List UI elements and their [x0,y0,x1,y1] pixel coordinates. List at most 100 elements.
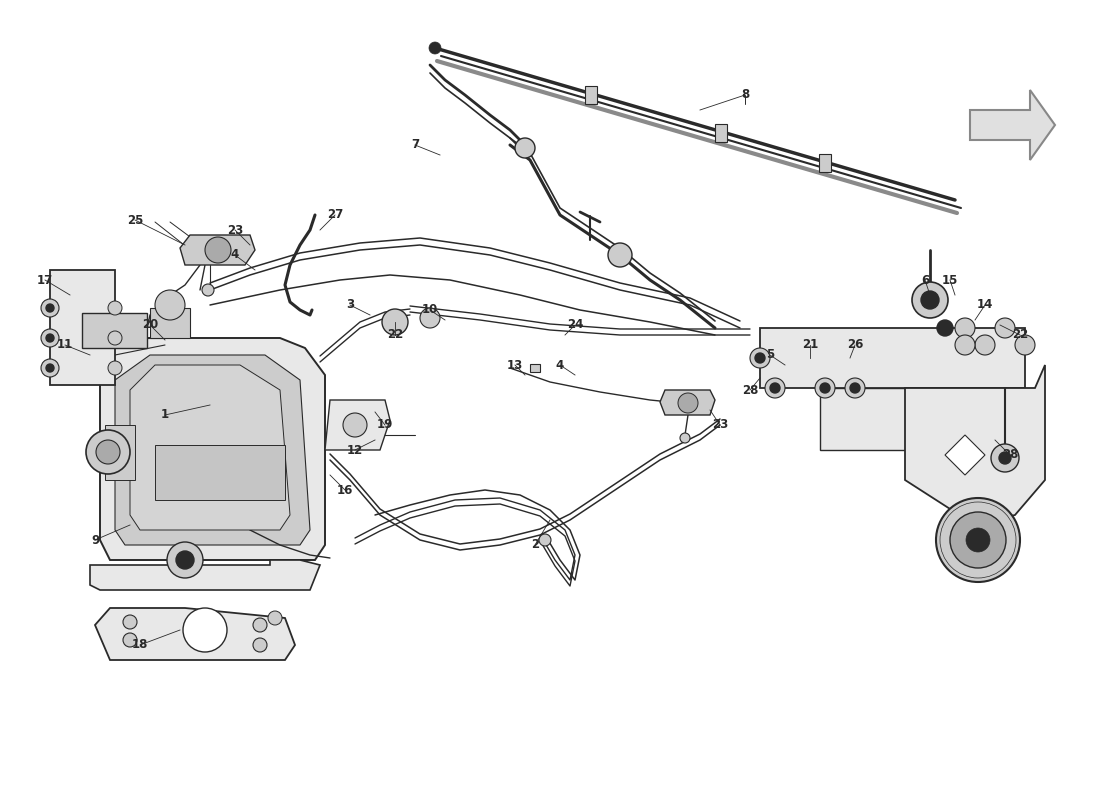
Circle shape [755,353,764,363]
Text: 17: 17 [37,274,53,286]
Text: 20: 20 [142,318,158,331]
Circle shape [253,618,267,632]
Circle shape [205,237,231,263]
Circle shape [123,633,138,647]
Text: 28: 28 [1002,449,1019,462]
Circle shape [183,608,227,652]
Circle shape [937,320,953,336]
Circle shape [46,364,54,372]
Circle shape [253,638,267,652]
Circle shape [991,444,1019,472]
Text: 15: 15 [942,274,958,286]
Circle shape [955,318,975,338]
Text: 1: 1 [161,409,169,422]
Polygon shape [324,400,390,450]
Text: 2: 2 [531,538,539,551]
Circle shape [608,243,632,267]
Polygon shape [104,425,135,480]
Text: 25: 25 [126,214,143,226]
Circle shape [845,378,865,398]
Circle shape [41,359,59,377]
Text: 21: 21 [802,338,818,351]
Text: 4: 4 [556,358,564,371]
Circle shape [96,440,120,464]
Text: 23: 23 [227,223,243,237]
Polygon shape [760,328,1025,388]
Text: 8: 8 [741,89,749,102]
Circle shape [108,361,122,375]
Circle shape [678,393,698,413]
Circle shape [108,301,122,315]
Circle shape [429,42,441,54]
Bar [715,123,727,142]
Circle shape [515,138,535,158]
Bar [425,313,435,321]
Text: 27: 27 [327,209,343,222]
Polygon shape [970,90,1055,160]
Circle shape [1015,335,1035,355]
Text: 6: 6 [921,274,929,286]
Text: 26: 26 [847,338,864,351]
Circle shape [680,433,690,443]
Bar [820,154,830,172]
Circle shape [123,615,138,629]
Polygon shape [130,365,290,530]
Circle shape [912,282,948,318]
Text: 16: 16 [337,483,353,497]
Text: 3: 3 [345,298,354,311]
Text: 22: 22 [387,329,403,342]
Text: 10: 10 [422,303,438,317]
Polygon shape [100,338,324,560]
Text: 12: 12 [346,443,363,457]
Circle shape [420,308,440,328]
Circle shape [343,413,367,437]
Polygon shape [180,235,255,265]
Circle shape [155,290,185,320]
Text: 13: 13 [507,358,524,371]
Text: 4: 4 [231,249,239,262]
Bar [82,313,147,348]
Text: 14: 14 [977,298,993,311]
Text: 7: 7 [411,138,419,151]
Circle shape [46,334,54,342]
Bar [150,308,190,338]
Circle shape [86,430,130,474]
Text: 22: 22 [1012,329,1028,342]
Circle shape [950,512,1006,568]
Text: 9: 9 [91,534,99,546]
Circle shape [41,299,59,317]
Bar [390,314,400,322]
Circle shape [996,318,1015,338]
Circle shape [764,378,785,398]
Circle shape [202,284,215,296]
Circle shape [975,335,996,355]
Circle shape [850,383,860,393]
Text: 19: 19 [377,418,393,431]
Circle shape [539,534,551,546]
Text: 18: 18 [132,638,148,651]
Text: 28: 28 [741,383,758,397]
Circle shape [41,329,59,347]
Polygon shape [820,388,960,450]
Polygon shape [90,560,320,590]
Polygon shape [945,435,984,475]
Text: 24: 24 [566,318,583,331]
Circle shape [921,291,939,309]
Text: 5: 5 [766,349,774,362]
Polygon shape [660,390,715,415]
Circle shape [966,528,990,552]
Circle shape [750,348,770,368]
Circle shape [176,551,194,569]
Polygon shape [50,270,116,385]
Bar [585,86,597,103]
Circle shape [268,611,282,625]
Circle shape [46,304,54,312]
Circle shape [770,383,780,393]
Text: 23: 23 [712,418,728,431]
Polygon shape [905,365,1045,525]
Circle shape [820,383,830,393]
Polygon shape [155,445,285,500]
Circle shape [382,309,408,335]
Polygon shape [116,355,310,545]
Polygon shape [95,608,295,660]
